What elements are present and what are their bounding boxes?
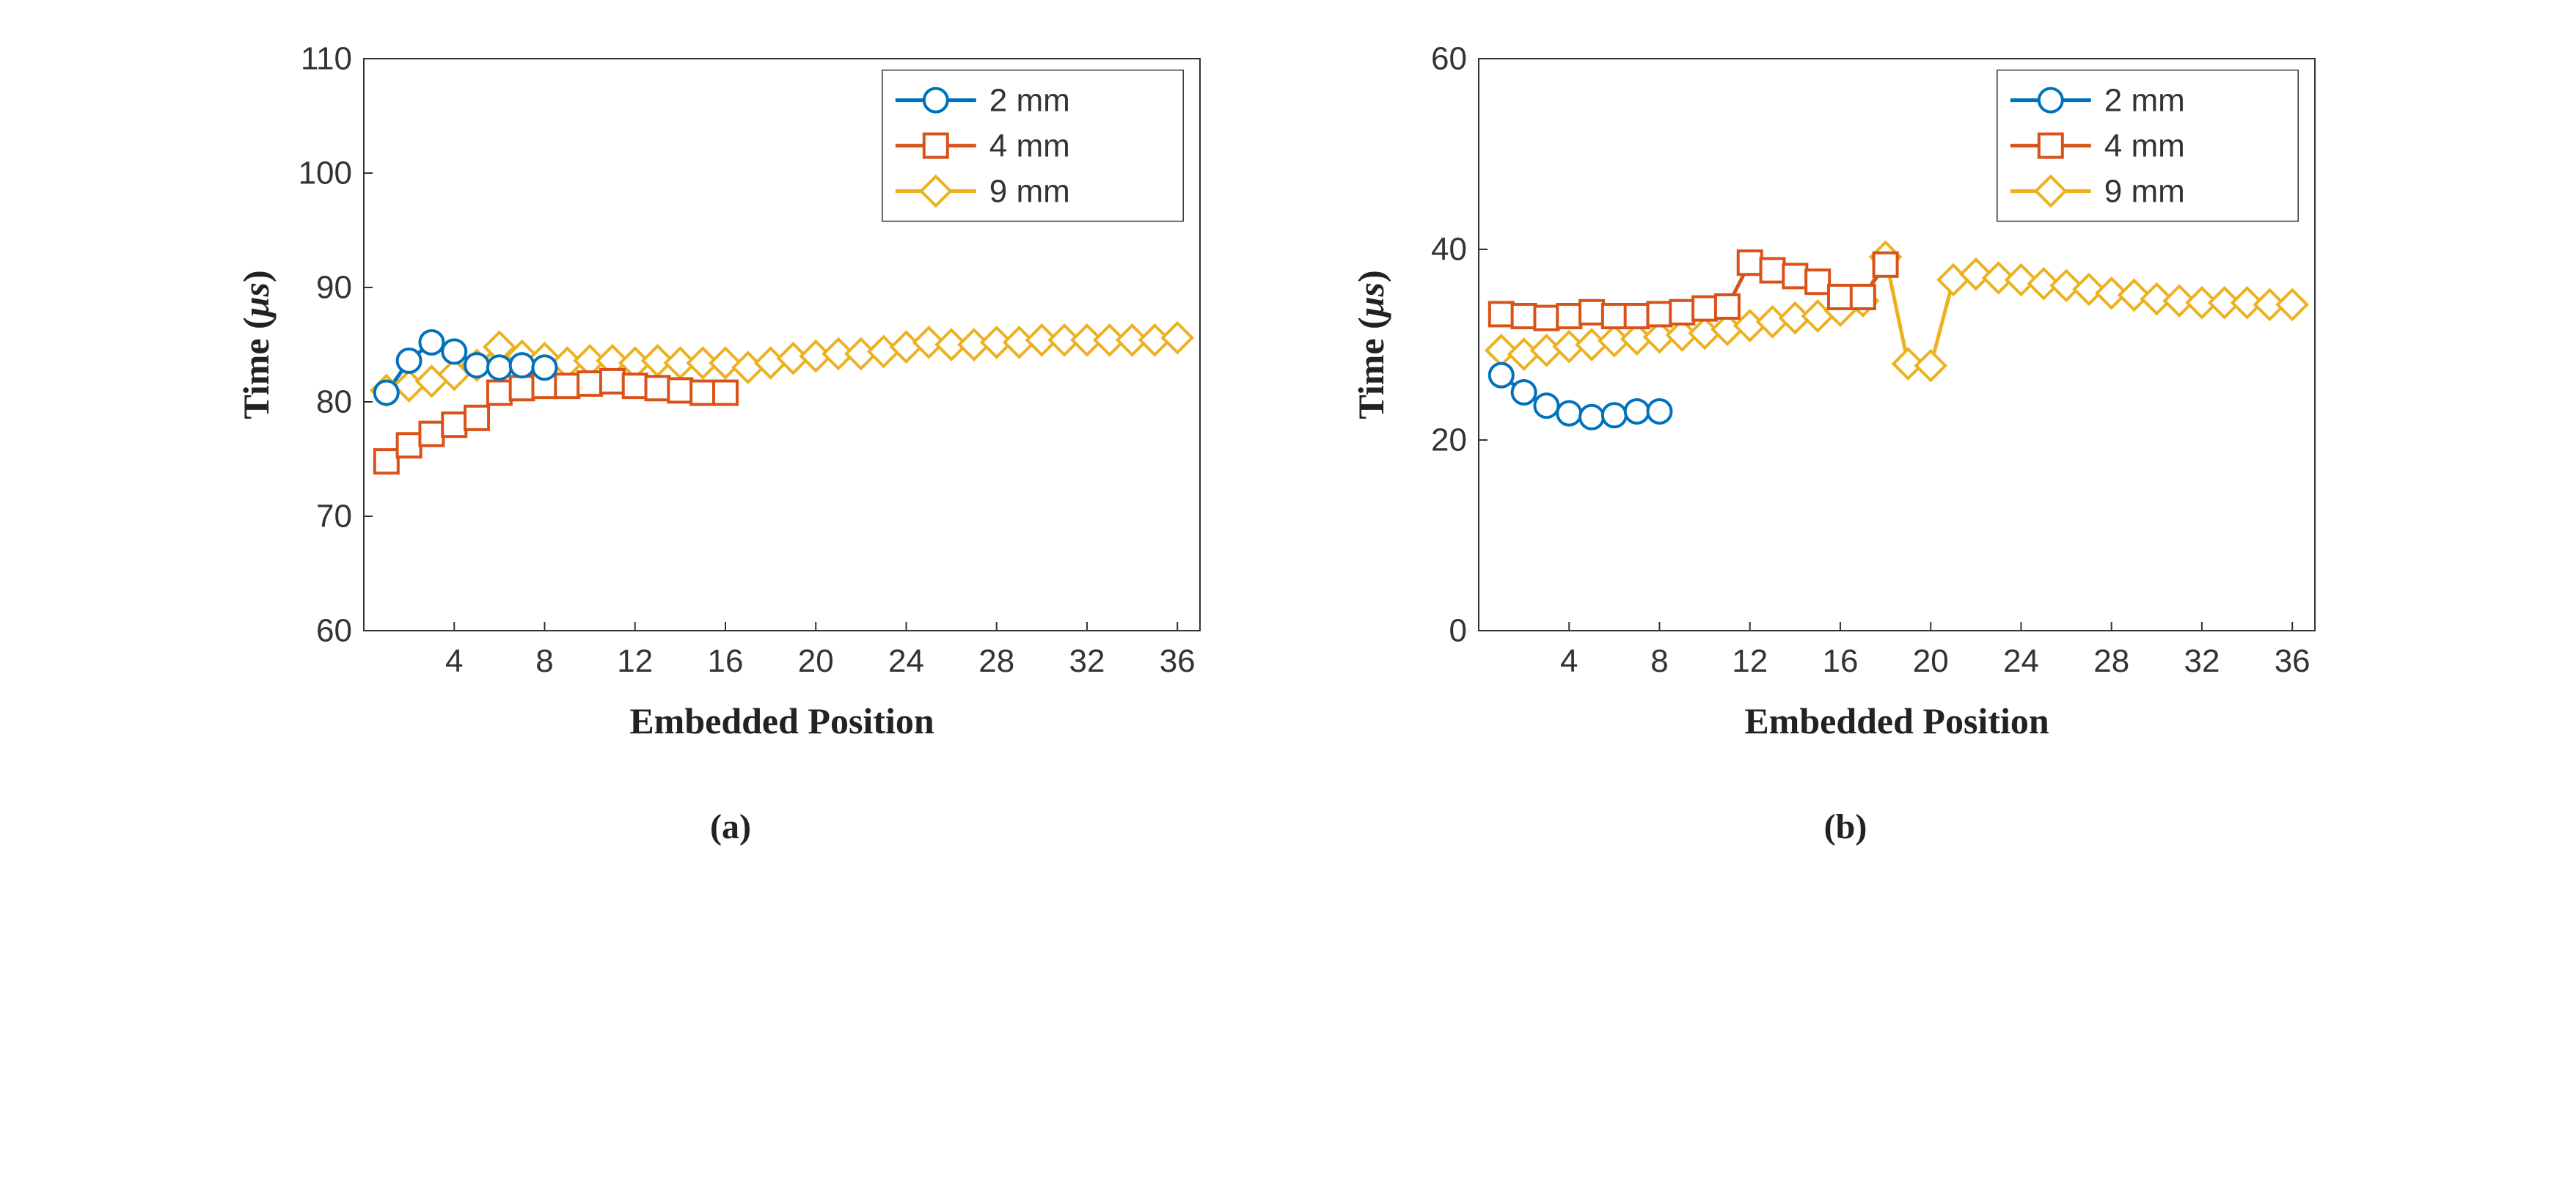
panel-a: 4 8 12 16 20 24 28 32 36 60 70 80 90 100 110 Embedded P… [217,29,1244,847]
svg-text:28: 28 [978,643,1014,679]
svg-text:36: 36 [2275,643,2310,679]
svg-text:60: 60 [1431,41,1467,77]
svg-text:4: 4 [1560,643,1578,679]
svg-text:12: 12 [1732,643,1768,679]
svg-text:60: 60 [316,613,352,649]
svg-text:20: 20 [1431,422,1467,458]
svg-text:Embedded Position: Embedded Position [1744,700,2049,741]
svg-text:Time (μs): Time (μs) [235,270,277,419]
svg-text:8: 8 [1650,643,1668,679]
figure-container: 481216202428323660708090100110Embedded P… [29,29,2547,847]
subplot-label-a: (a) [710,807,751,847]
svg-text:100: 100 [299,155,352,191]
svg-text:4 mm: 4 mm [2104,128,2185,164]
svg-text:20: 20 [1913,643,1949,679]
chart-b: 4 8 12 16 20 24 28 32 36 0 20 40 60 Embedded Position… [1332,29,2359,763]
svg-text:Embedded Position: Embedded Position [629,700,934,741]
svg-text:90: 90 [316,270,352,306]
svg-text:16: 16 [1822,643,1858,679]
svg-text:36: 36 [1160,643,1196,679]
svg-text:28: 28 [2093,643,2129,679]
svg-text:9 mm: 9 mm [989,173,1070,209]
svg-text:4 mm: 4 mm [989,128,1070,164]
svg-text:4: 4 [445,643,463,679]
subplot-label-b: (b) [1824,807,1867,847]
svg-text:24: 24 [888,643,924,679]
svg-text:32: 32 [2184,643,2220,679]
chart-a: 4 8 12 16 20 24 28 32 36 60 70 80 90 100 110 Embedded P… [217,29,1244,763]
svg-text:8: 8 [535,643,553,679]
svg-text:Time (μs): Time (μs) [1350,270,1391,419]
svg-text:12: 12 [617,643,653,679]
svg-text:80: 80 [316,384,352,420]
svg-text:9 mm: 9 mm [2104,173,2185,209]
svg-text:24: 24 [2003,643,2039,679]
svg-text:2 mm: 2 mm [2104,82,2185,118]
svg-text:2 mm: 2 mm [989,82,1070,118]
svg-text:0: 0 [1449,613,1467,649]
panel-b: 4 8 12 16 20 24 28 32 36 0 20 40 60 Embedded Position… [1332,29,2359,847]
svg-text:110: 110 [301,41,352,77]
svg-text:20: 20 [798,643,834,679]
svg-text:16: 16 [707,643,743,679]
svg-text:40: 40 [1431,232,1467,268]
svg-text:70: 70 [316,499,352,535]
svg-text:32: 32 [1069,643,1105,679]
